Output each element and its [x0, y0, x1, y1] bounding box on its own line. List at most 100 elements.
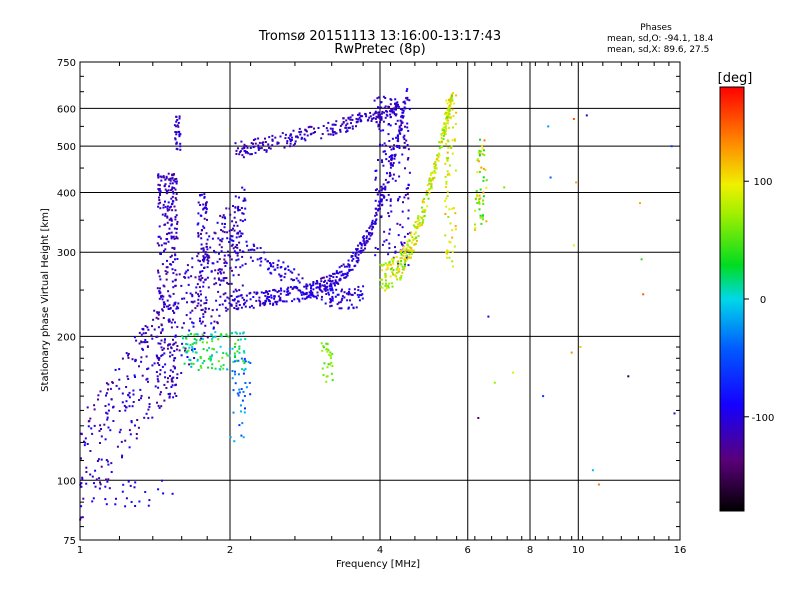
data-point	[433, 170, 436, 173]
data-point	[174, 258, 176, 261]
data-point	[331, 287, 334, 290]
data-point	[171, 177, 174, 180]
data-point	[452, 92, 454, 95]
data-point	[448, 104, 451, 107]
data-point	[173, 124, 176, 127]
data-point	[199, 304, 202, 307]
data-point	[188, 346, 191, 349]
data-point	[261, 142, 264, 144]
data-point	[391, 154, 393, 157]
data-point	[204, 256, 207, 259]
data-point	[272, 302, 275, 305]
y-tick-label: 100	[57, 476, 76, 487]
data-point	[445, 99, 448, 102]
data-point	[398, 195, 401, 198]
data-point	[207, 259, 210, 262]
data-point	[144, 339, 147, 341]
data-point	[238, 209, 241, 211]
data-point	[478, 199, 481, 202]
data-point	[167, 305, 169, 308]
data-point	[200, 247, 203, 250]
data-point	[334, 284, 336, 287]
data-point	[438, 147, 441, 150]
data-point	[403, 138, 406, 141]
data-point	[317, 127, 320, 129]
data-point	[408, 256, 410, 259]
data-point	[175, 177, 178, 180]
data-point	[314, 282, 317, 285]
data-point	[389, 166, 392, 169]
data-point	[390, 148, 393, 151]
data-point	[106, 418, 109, 421]
data-point	[336, 293, 339, 296]
data-point	[271, 134, 274, 137]
data-point	[330, 283, 333, 286]
data-point	[204, 296, 207, 299]
data-point	[125, 406, 128, 409]
data-point	[284, 137, 287, 140]
data-point	[262, 143, 265, 146]
data-point	[297, 273, 300, 276]
data-point	[107, 388, 109, 391]
data-point	[191, 257, 194, 260]
data-point	[165, 177, 168, 180]
data-point	[210, 355, 213, 358]
data-point	[300, 291, 303, 294]
data-point	[206, 238, 209, 241]
data-point	[478, 170, 481, 173]
data-point	[349, 269, 352, 271]
data-point	[445, 142, 448, 145]
data-point	[417, 215, 420, 218]
data-point	[276, 142, 279, 145]
data-point	[249, 256, 252, 259]
data-point	[268, 136, 271, 139]
data-point	[241, 264, 244, 267]
data-point	[395, 105, 398, 107]
data-point	[161, 329, 164, 332]
data-point	[357, 244, 359, 247]
data-point	[272, 265, 275, 268]
data-point	[221, 222, 224, 225]
data-point	[411, 236, 414, 239]
data-point	[478, 203, 481, 206]
data-point	[357, 118, 360, 121]
data-point	[147, 504, 150, 507]
data-point	[186, 301, 188, 304]
data-point	[396, 144, 398, 147]
data-point	[215, 351, 218, 354]
data-point	[283, 276, 286, 279]
data-point	[229, 238, 232, 240]
data-point	[451, 260, 454, 263]
data-point	[381, 161, 384, 164]
data-point	[451, 207, 454, 210]
data-point	[198, 286, 201, 289]
data-point	[406, 193, 409, 196]
data-point	[83, 440, 85, 443]
data-point	[99, 424, 102, 427]
data-point	[355, 248, 358, 251]
data-point	[407, 245, 410, 248]
data-point	[176, 325, 179, 328]
data-point	[345, 292, 348, 295]
data-point	[235, 307, 238, 310]
data-point	[443, 130, 446, 133]
data-point	[243, 350, 245, 353]
data-point	[240, 207, 243, 209]
data-point	[174, 197, 177, 200]
data-point	[159, 237, 162, 240]
data-point	[244, 407, 246, 410]
data-point	[107, 463, 110, 466]
data-point	[237, 339, 240, 341]
data-point	[202, 257, 205, 259]
data-point	[164, 248, 167, 251]
data-point	[175, 307, 178, 310]
data-point	[107, 403, 110, 406]
data-point	[161, 308, 164, 311]
data-point	[324, 279, 327, 282]
data-point	[389, 103, 392, 106]
data-point	[374, 189, 377, 192]
data-point	[172, 190, 174, 193]
data-point	[387, 123, 390, 126]
data-point	[373, 99, 376, 102]
